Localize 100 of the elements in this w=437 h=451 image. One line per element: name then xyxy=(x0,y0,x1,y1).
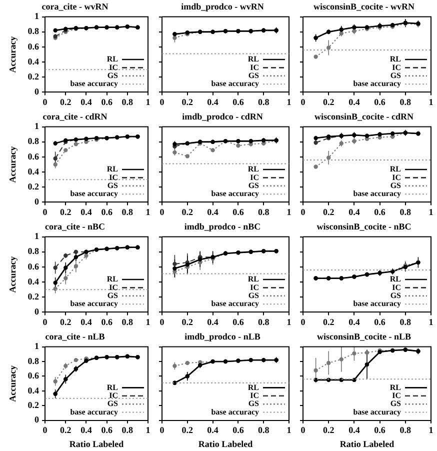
y-tick-label: 0 xyxy=(34,86,40,97)
x-tick-label: 0.8 xyxy=(122,206,134,217)
x-tick-label: 0.2 xyxy=(60,96,72,107)
x-tick-label: 0.2 xyxy=(60,316,72,327)
legend-label: GS xyxy=(107,70,119,80)
x-tick-label: 0.6 xyxy=(232,96,244,107)
legend-label: IC xyxy=(250,62,260,72)
x-tick-label: 0.6 xyxy=(101,206,113,217)
y-tick-label: 0 xyxy=(34,196,40,207)
legend-label: base accuracy xyxy=(353,407,401,416)
x-tick-label: 0 xyxy=(42,96,48,107)
x-tick-label: 0.2 xyxy=(322,206,335,217)
y-tick-label: 0.2 xyxy=(28,291,40,302)
x-tick-label: 0.8 xyxy=(400,425,412,436)
legend-label: GS xyxy=(107,290,119,300)
x-tick-label: 0.4 xyxy=(80,316,92,327)
y-tick-label: 0.4 xyxy=(28,276,40,286)
legend-label: RL xyxy=(106,274,118,284)
y-tick-label: 1 xyxy=(34,121,40,132)
y-tick-label: 0.4 xyxy=(28,166,40,176)
x-tick-label: 0.6 xyxy=(374,425,386,436)
x-tick-label: 0 xyxy=(300,316,306,327)
x-tick-label: 0.8 xyxy=(400,206,412,217)
x-tick-label: 0.8 xyxy=(400,96,412,107)
legend-label: RL xyxy=(390,274,401,284)
legend-label: GS xyxy=(248,290,260,300)
legend-label: GS xyxy=(390,180,402,190)
x-tick-label: 0.8 xyxy=(258,316,270,327)
y-tick-label: 0 xyxy=(34,306,40,317)
legend-label: GS xyxy=(248,399,260,408)
chart-title: cora_cite - nBC xyxy=(45,222,105,232)
legend-label: IC xyxy=(392,62,402,72)
x-tick-label: 0.2 xyxy=(60,425,72,436)
legend-label: IC xyxy=(250,390,260,400)
y-tick-label: 0.2 xyxy=(28,71,40,82)
y-tick-label: 0.8 xyxy=(28,356,40,366)
x-tick-label: 0 xyxy=(42,425,48,436)
x-tick-label: 0 xyxy=(300,206,306,217)
x-tick-label: 0.4 xyxy=(348,206,360,217)
x-tick-label: 0.8 xyxy=(258,206,270,217)
y-tick-label: 0.6 xyxy=(28,370,40,381)
x-tick-label: 0.6 xyxy=(101,316,113,327)
x-tick-label: 0.6 xyxy=(101,96,113,107)
x-tick-label: 0.2 xyxy=(322,96,335,107)
x-tick-label: 0.2 xyxy=(60,206,72,217)
x-tick-label: 0.8 xyxy=(258,425,270,436)
legend-label: IC xyxy=(250,172,260,182)
x-tick-label: 0.8 xyxy=(122,316,134,327)
legend-label: base accuracy xyxy=(211,79,259,88)
x-tick-label: 0.6 xyxy=(374,316,386,327)
x-tick-label: 1 xyxy=(286,425,292,436)
legend-label: base accuracy xyxy=(211,189,259,198)
y-axis-title: Accuracy xyxy=(8,36,18,73)
y-tick-label: 0 xyxy=(34,414,40,425)
legend-label: RL xyxy=(106,54,118,64)
chart-title: wisconsinB_cocite - cdRN xyxy=(314,112,414,122)
x-axis-title: Ratio Labeled xyxy=(69,438,124,449)
x-tick-label: 1 xyxy=(286,96,292,107)
chart-title: wisconsinB_cocite - nLB xyxy=(316,332,412,342)
y-tick-label: 0.4 xyxy=(28,385,40,396)
legend-label: RL xyxy=(248,382,259,392)
y-tick-label: 0.8 xyxy=(28,136,40,146)
x-tick-label: 0.6 xyxy=(232,206,244,217)
x-tick-label: 0.6 xyxy=(232,425,244,436)
x-tick-label: 0.4 xyxy=(348,425,360,436)
x-tick-label: 0.4 xyxy=(207,206,219,217)
legend-label: base accuracy xyxy=(211,407,259,416)
legend-label: IC xyxy=(250,282,260,292)
y-axis-title: Accuracy xyxy=(8,256,18,293)
x-tick-label: 0 xyxy=(42,316,48,327)
legend-label: IC xyxy=(392,172,402,182)
legend-label: GS xyxy=(390,399,402,408)
y-tick-label: 0.6 xyxy=(28,41,40,52)
y-axis-title: Accuracy xyxy=(8,146,18,183)
x-tick-label: 1 xyxy=(428,96,434,107)
x-tick-label: 0 xyxy=(160,316,165,327)
legend-label: GS xyxy=(248,70,260,80)
legend-label: RL xyxy=(106,382,118,392)
x-tick-label: 1 xyxy=(146,206,151,217)
legend-label: GS xyxy=(107,399,119,408)
legend-label: IC xyxy=(109,390,118,400)
chart-title: wisconsinB_cocite - wvRN xyxy=(314,2,415,12)
legend-label: RL xyxy=(248,274,259,284)
x-tick-label: 1 xyxy=(428,206,434,217)
legend-label: RL xyxy=(248,164,259,174)
legend-label: IC xyxy=(392,390,402,400)
x-tick-label: 1 xyxy=(146,96,151,107)
x-tick-label: 0.2 xyxy=(182,316,194,327)
y-tick-label: 0.4 xyxy=(28,56,40,66)
chart-title: cora_cite - nLB xyxy=(45,332,105,342)
chart-title: imdb_prodco - cdRN xyxy=(182,112,264,122)
y-tick-label: 0.6 xyxy=(28,261,40,272)
y-axis-title: Accuracy xyxy=(8,364,18,402)
x-tick-label: 0.4 xyxy=(80,206,92,217)
x-tick-label: 0.2 xyxy=(322,316,335,327)
chart-title: cora_cite - wvRN xyxy=(42,2,109,12)
x-tick-label: 0 xyxy=(300,425,306,436)
x-tick-label: 0.2 xyxy=(322,425,335,436)
x-tick-label: 0 xyxy=(160,206,165,217)
legend-label: RL xyxy=(390,164,401,174)
